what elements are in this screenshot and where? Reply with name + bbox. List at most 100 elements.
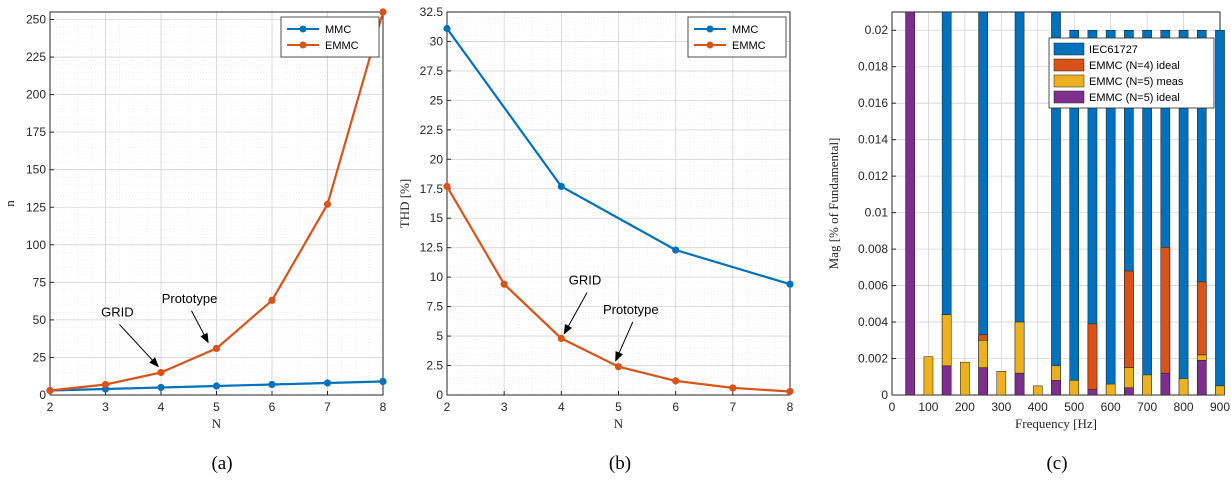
y-tick-label: 175: [26, 125, 46, 139]
y-tick-label: 150: [26, 163, 46, 177]
data-point-emmc: [212, 344, 221, 353]
x-tick-label: 8: [787, 400, 794, 414]
annotation-label: Prototype: [603, 302, 659, 317]
annotation-label: Prototype: [162, 291, 218, 306]
bar-emmc-n-5-meas: [923, 356, 934, 396]
legend-swatch-marker: [299, 41, 307, 49]
y-tick-label: 32.5: [420, 5, 444, 19]
bar-emmc-n-5-meas: [1069, 380, 1080, 396]
data-point-mmc: [672, 246, 680, 254]
x-tick-label: 200: [955, 400, 975, 414]
y-axis-label: n: [2, 200, 17, 207]
y-tick-label: 0.014: [858, 133, 888, 147]
chart-b: 2 3 4 5 6 7 8 0 2.5 5 7.5 10 12.5 15 17.5 20 22.5 25 27.5 3…: [397, 5, 794, 474]
legend-label: EMMC: [325, 40, 359, 52]
data-point-emmc: [157, 368, 165, 377]
bar-emmc-n-4-ideal: [978, 334, 988, 341]
x-tick-label: 100: [918, 400, 938, 414]
y-tick-label: 0: [39, 388, 46, 402]
legend-box: [280, 16, 380, 58]
legend-swatch-marker: [706, 41, 714, 49]
y-axis-label: Mag [% of Fundamental]: [826, 138, 841, 270]
x-tick-label: 400: [1028, 400, 1048, 414]
bar-iec61727: [1215, 29, 1225, 396]
data-point-emmc: [46, 386, 54, 395]
bar-emmc-n-5-ideal: [1124, 387, 1134, 396]
y-tick-label: 25: [430, 93, 444, 107]
y-tick-label: 50: [33, 313, 47, 327]
data-point-mmc: [212, 382, 221, 390]
data-point-mmc: [157, 383, 165, 392]
bar-emmc-n-5-meas: [1014, 321, 1025, 374]
y-tick-label: 27.5: [420, 64, 444, 78]
x-tick-label: 600: [1101, 400, 1121, 414]
y-tick-label: 15: [430, 211, 444, 225]
x-tick-label: 500: [1064, 400, 1084, 414]
data-point-mmc: [786, 280, 794, 288]
x-tick-label: 7: [324, 400, 331, 414]
x-tick-label: 4: [558, 400, 565, 414]
bar-emmc-n-4-ideal: [1124, 270, 1134, 368]
series-line-mmc: [446, 27, 791, 286]
bar-emmc-n-4-ideal: [1196, 281, 1207, 356]
chart-a: 2 3 4 5 6 7 8 0 25 50 75 100 125 150 175 200 225 250 Nn (a)…: [2, 8, 387, 474]
data-point-emmc: [101, 380, 110, 389]
bar-emmc-n-5-meas: [1142, 374, 1152, 396]
y-tick-label: 0.018: [858, 60, 888, 74]
bar-emmc-n-4-ideal: [1087, 323, 1098, 390]
data-point-emmc: [443, 182, 451, 191]
bar-emmc-n-5-meas: [1051, 365, 1061, 381]
x-tick-label: 800: [1174, 400, 1194, 414]
y-tick-label: 0: [436, 388, 443, 402]
x-tick-label: 700: [1137, 400, 1157, 414]
chart-c: 0 100 200 300 400 500 600 700 800 900 0 0.002 0.004 0…: [826, 11, 1230, 474]
annotation-label: GRID: [101, 304, 134, 319]
y-tick-label: 0.02: [865, 23, 889, 37]
data-point-mmc: [443, 24, 451, 33]
legend-swatch-marker: [706, 25, 714, 33]
bar-emmc-n-5-meas: [978, 340, 988, 368]
legend-box: [687, 16, 787, 58]
bar-emmc-n-5-meas: [996, 371, 1007, 396]
x-axis-label: N: [212, 416, 222, 431]
x-tick-label: 6: [269, 400, 276, 414]
y-tick-label: 0.006: [858, 279, 888, 293]
bar-emmc-n-5-ideal: [1051, 380, 1061, 396]
bar-emmc-n-5-ideal: [978, 367, 988, 396]
y-tick-label: 0.002: [858, 352, 888, 366]
legend-swatch: [1053, 58, 1085, 72]
annotation-arrow: [191, 310, 209, 344]
y-tick-label: 22.5: [420, 123, 444, 137]
legend-label: EMMC (N=5) meas: [1089, 76, 1184, 88]
panel-caption: (b): [609, 453, 631, 474]
bar-emmc-n-5-meas: [1196, 354, 1207, 361]
bar-emmc-n-4-ideal: [1160, 247, 1171, 374]
x-tick-label: 3: [102, 400, 109, 414]
y-tick-label: 30: [430, 34, 444, 48]
y-tick-label: 0.016: [858, 96, 888, 110]
data-point-mmc: [379, 377, 387, 386]
y-tick-label: 0.008: [858, 242, 888, 256]
y-axis-label: THD [%]: [397, 179, 412, 228]
y-tick-label: 250: [26, 13, 46, 27]
data-point-emmc: [379, 8, 387, 16]
legend-label: MMC: [325, 24, 351, 36]
x-tick-label: 2: [444, 400, 451, 414]
data-point-emmc: [614, 363, 623, 371]
data-point-emmc: [323, 200, 332, 208]
legend-swatch-marker: [299, 25, 307, 33]
x-tick-label: 3: [501, 400, 508, 414]
legend-label: IEC61727: [1089, 44, 1138, 56]
data-point-emmc: [786, 387, 794, 396]
bar-emmc-n-5-ideal: [1196, 360, 1207, 396]
bar-emmc-n-5-meas: [1215, 385, 1225, 396]
data-point-emmc: [729, 384, 737, 392]
y-tick-label: 12.5: [420, 241, 444, 255]
y-tick-label: 2.5: [426, 359, 443, 373]
data-point-mmc: [268, 380, 276, 389]
y-tick-label: 0.012: [858, 169, 888, 183]
y-tick-label: 20: [430, 152, 444, 166]
bar-emmc-n-5-ideal: [941, 365, 952, 396]
y-tick-label: 10: [430, 270, 444, 284]
